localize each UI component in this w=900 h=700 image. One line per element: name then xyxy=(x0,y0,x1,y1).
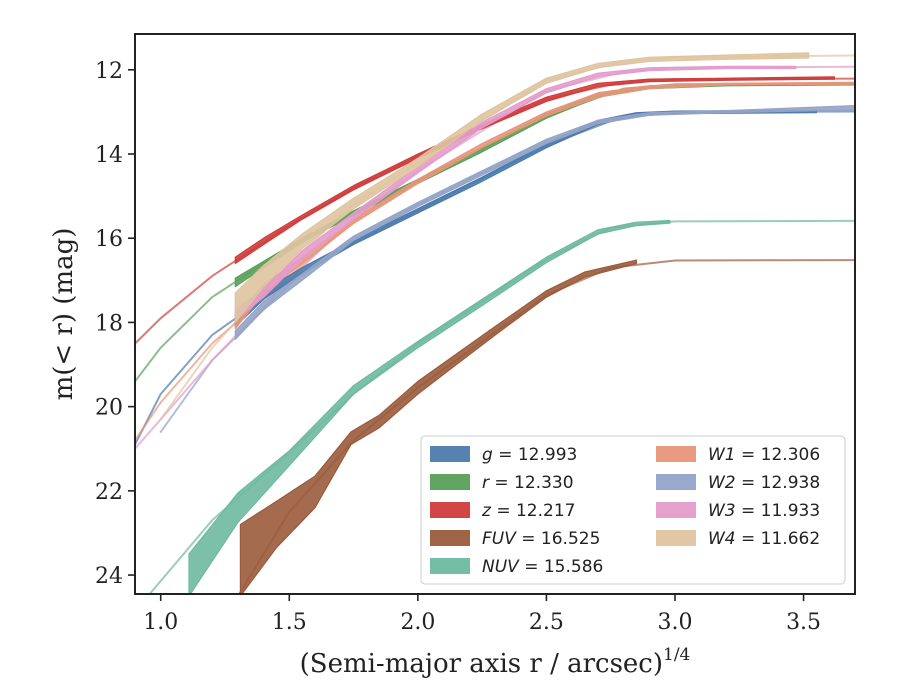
legend-swatch-w2 xyxy=(656,474,696,490)
x-tick-label: 2.0 xyxy=(400,610,435,635)
legend-label-nuv: NUV = 15.586 xyxy=(482,557,603,577)
legend-label-r: r = 12.330 xyxy=(482,473,574,493)
x-axis-label: (Semi-major axis r / arcsec)1/4 xyxy=(300,645,691,679)
band-w2 xyxy=(234,105,855,340)
plot-frame xyxy=(134,33,856,595)
legend-box xyxy=(420,435,846,585)
x-tick-label: 1.5 xyxy=(272,610,307,635)
legend-name-w2: W2 xyxy=(708,473,736,493)
legend-swatch-nuv xyxy=(430,558,470,574)
band-nuv xyxy=(188,219,671,594)
legend-value-r: = 12.330 xyxy=(489,473,574,493)
legend-entry-z: z = 12.217 xyxy=(430,501,575,521)
y-tick-label: 16 xyxy=(95,227,123,252)
legend-entry-fuv: FUV = 16.525 xyxy=(430,529,600,549)
legend-label-fuv: FUV = 16.525 xyxy=(482,529,600,549)
legend-label-w2: W2 = 12.938 xyxy=(708,473,820,493)
legend-swatch-r xyxy=(430,474,470,490)
legend-name-nuv: NUV xyxy=(482,557,520,577)
legend-swatch-w4 xyxy=(656,530,696,546)
legend-value-w3: = 11.933 xyxy=(736,501,821,521)
legend-name-fuv: FUV xyxy=(482,529,517,549)
band-w4 xyxy=(234,52,810,323)
legend-label-g: g = 12.993 xyxy=(482,445,577,465)
legend-name-w3: W3 xyxy=(708,501,736,521)
legend-entry-w3: W3 = 11.933 xyxy=(656,501,820,521)
legend-swatch-fuv xyxy=(430,530,470,546)
legend-swatch-w3 xyxy=(656,502,696,518)
y-axis-ticks: 12 14 16 18 20 22 24 xyxy=(95,59,135,589)
legend-entry-w4: W4 = 11.662 xyxy=(656,529,820,549)
legend-value-z: = 12.217 xyxy=(491,501,576,521)
legend-value-fuv: = 16.525 xyxy=(516,529,601,549)
band-w3 xyxy=(234,65,797,321)
band-fuv xyxy=(239,259,637,594)
legend-swatch-g xyxy=(430,446,470,462)
legend-label-w1: W1 = 12.306 xyxy=(708,445,820,465)
x-axis-ticks: 1.0 1.5 2.0 2.5 3.0 3.5 xyxy=(143,594,821,635)
legend-entry-nuv: NUV = 15.586 xyxy=(430,557,603,577)
y-tick-label: 20 xyxy=(95,396,123,421)
y-tick-label: 14 xyxy=(95,143,123,168)
legend-swatch-w1 xyxy=(656,446,696,462)
y-axis-label: m(< r) (mag) xyxy=(49,228,79,401)
model-curve-w1 xyxy=(135,81,855,442)
x-axis-label-power: 1/4 xyxy=(663,645,690,665)
legend-value-w4: = 11.662 xyxy=(736,529,821,549)
legend-name-w1: W1 xyxy=(708,445,736,465)
x-tick-label: 3.5 xyxy=(786,610,821,635)
band-g xyxy=(234,109,817,328)
x-tick-label: 3.0 xyxy=(658,610,693,635)
y-tick-label: 22 xyxy=(95,480,123,505)
band-z xyxy=(234,76,835,265)
legend-name-z: z xyxy=(481,501,492,521)
x-tick-label: 1.0 xyxy=(143,610,178,635)
y-tick-label: 18 xyxy=(95,311,123,336)
y-tick-label: 24 xyxy=(95,564,123,589)
legend-value-nuv: = 15.586 xyxy=(519,557,604,577)
legend-name-g: g xyxy=(482,445,493,465)
legend-entry-g: g = 12.993 xyxy=(430,445,577,465)
legend-value-w2: = 12.938 xyxy=(736,473,821,493)
legend-value-w1: = 12.306 xyxy=(736,445,821,465)
legend-name-w4: W4 xyxy=(708,529,736,549)
x-tick-label: 2.5 xyxy=(529,610,564,635)
legend-label-w3: W3 = 11.933 xyxy=(708,501,820,521)
legend-name-r: r xyxy=(482,473,490,493)
legend-entry-w2: W2 = 12.938 xyxy=(656,473,820,493)
observed-bands xyxy=(188,52,855,594)
legend-entry-r: r = 12.330 xyxy=(430,473,574,493)
legend-entry-w1: W1 = 12.306 xyxy=(656,445,820,465)
y-tick-label: 12 xyxy=(95,59,123,84)
model-curve-r xyxy=(135,82,855,383)
x-axis-label-main: (Semi-major axis r / arcsec) xyxy=(300,649,663,679)
legend-swatch-z xyxy=(430,502,470,518)
legend-label-z: z = 12.217 xyxy=(481,501,575,521)
legend-label-w4: W4 = 11.662 xyxy=(708,529,820,549)
legend-value-g: = 12.993 xyxy=(493,445,578,465)
